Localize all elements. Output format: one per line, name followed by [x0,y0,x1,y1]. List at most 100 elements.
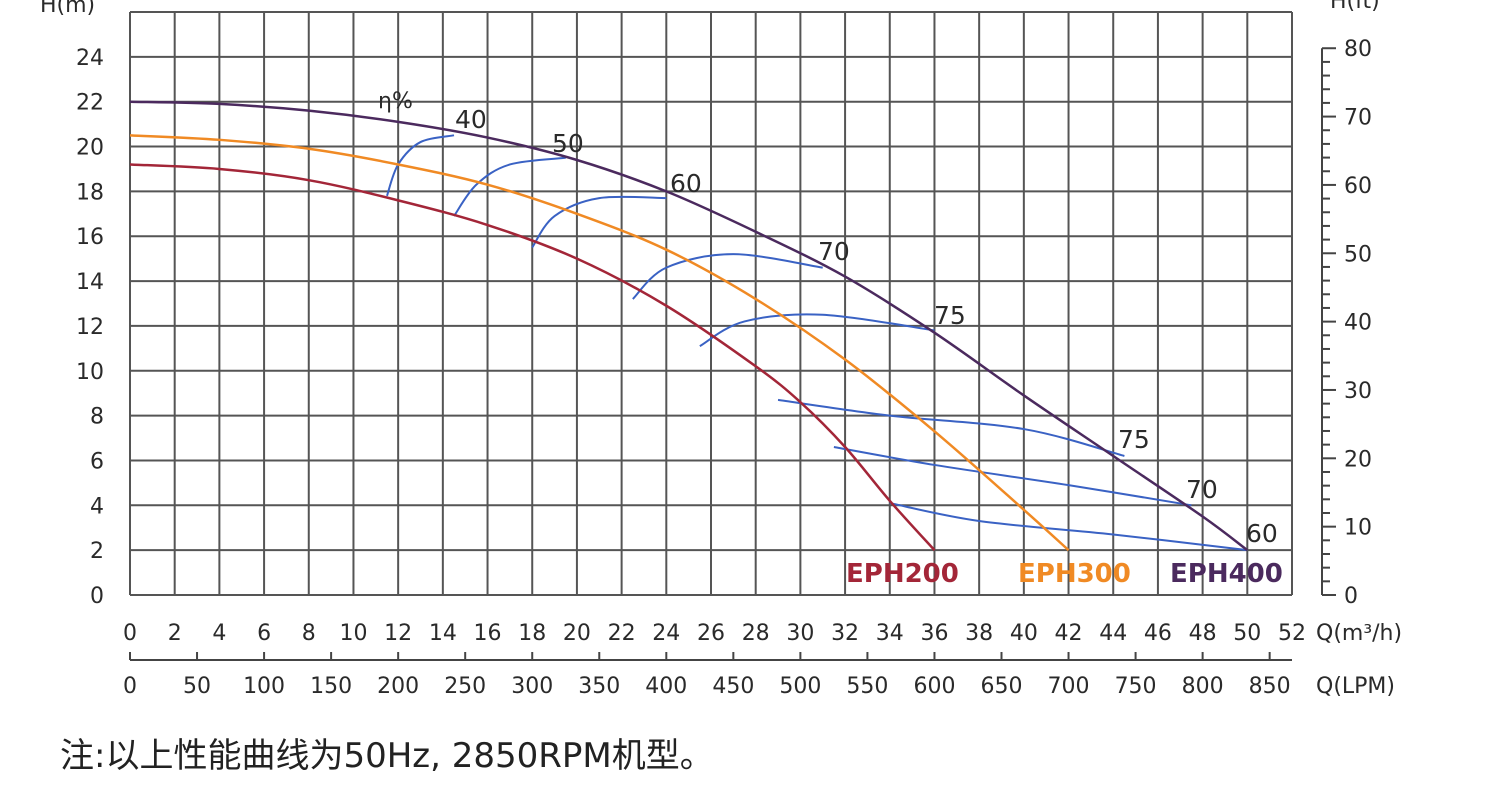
series-label-eph200: EPH200 [846,559,959,589]
series-label-eph300: EPH300 [1018,559,1131,589]
efficiency-label: 75 [1118,425,1150,454]
right-tick-label: 40 [1344,311,1372,336]
x-tick-label: 48 [1189,621,1217,646]
x-tick-label: 2 [168,621,182,646]
x-tick-label: 50 [1233,621,1261,646]
x-tick-label: 46 [1144,621,1172,646]
lpm-tick-label: 450 [712,674,754,699]
x-tick-label: 26 [697,621,725,646]
lpm-tick-label: 350 [578,674,620,699]
x-tick-label: 44 [1099,621,1127,646]
lpm-tick-label: 150 [310,674,352,699]
lpm-tick-label: 600 [913,674,955,699]
right-tick-label: 0 [1344,584,1358,609]
left-tick-label: 16 [76,225,104,250]
right-tick-label: 60 [1344,174,1372,199]
lpm-tick-label: 500 [779,674,821,699]
right-tick-label: 50 [1344,242,1372,267]
x-tick-label: 10 [339,621,367,646]
x-tick-label: 16 [474,621,502,646]
lpm-tick-label: 700 [1048,674,1090,699]
series-line-eph400 [129,100,1249,552]
left-tick-label: 4 [90,494,104,519]
x-tick-label: 52 [1278,621,1306,646]
x-tick-label: 32 [831,621,859,646]
pump-series [129,100,1249,552]
x-tick-label: 42 [1055,621,1083,646]
efficiency-label: 75 [934,301,966,330]
efficiency-curve [632,253,823,300]
lpm-tick-label: 250 [444,674,486,699]
lpm-tick-label: 550 [846,674,888,699]
left-tick-label: 18 [76,180,104,205]
x-tick-label: 8 [302,621,316,646]
lpm-tick-label: 400 [645,674,687,699]
right-axis: 0 10 20 30 40 50 60 70 80 H(ft) [1321,0,1380,609]
left-tick-label: 10 [76,360,104,385]
left-tick-label: 6 [90,449,104,474]
chart-labels: 40 50 60 70 75 75 70 60 η% EPH200 EPH300 EPH400 [378,89,1283,589]
efficiency-label: 60 [670,169,702,198]
x-tick-label: 24 [652,621,680,646]
efficiency-curve [777,398,1125,457]
x-tick-label: 6 [257,621,271,646]
left-tick-label: 2 [90,539,104,564]
x-tick-label: 28 [742,621,770,646]
efficiency-curve [833,446,1192,507]
lpm-tick-label: 750 [1115,674,1157,699]
efficiency-symbol: η% [378,89,413,114]
x-tick-label: 18 [518,621,546,646]
lpm-tick-label: 50 [183,674,211,699]
left-tick-label: 8 [90,405,104,430]
x-tick-label: 36 [920,621,948,646]
x-tick-label: 40 [1010,621,1038,646]
right-axis-title: H(ft) [1330,0,1380,14]
left-axis-title: H(m) [40,0,95,18]
series-label-eph400: EPH400 [1170,559,1283,589]
x-tick-label: 34 [876,621,904,646]
left-tick-label: 14 [76,270,104,295]
lpm-tick-label: 100 [243,674,285,699]
x-tick-label: 38 [965,621,993,646]
lpm-tick-label: 200 [377,674,419,699]
footnote: 注:以上性能曲线为50Hz, 2850RPM机型。 [60,736,714,776]
left-tick-label: 0 [90,584,104,609]
x-tick-label: 12 [384,621,412,646]
right-tick-label: 80 [1344,37,1372,62]
series-line-eph300 [129,134,1070,552]
efficiency-curve [531,195,667,249]
plot-grid [129,11,1293,596]
left-tick-label: 20 [76,136,104,161]
efficiency-curve [453,156,566,217]
x-axis-ticks: 0 2 4 6 8 10 12 14 16 18 20 22 24 26 28 30 32 34 36 38 40 42 4… [123,621,1402,646]
lpm-axis: 0 50 100 150 200 250 300 350 400 450 500 550 600 650 7… [123,652,1395,699]
left-tick-label: 12 [76,315,104,340]
left-tick-label: 22 [76,91,104,116]
lpm-tick-label: 650 [981,674,1023,699]
x-tick-label: 4 [212,621,226,646]
lpm-tick-label: 800 [1182,674,1224,699]
efficiency-label: 70 [1186,475,1218,504]
x-tick-label: 22 [608,621,636,646]
right-tick-label: 10 [1344,516,1372,541]
efficiency-curves [386,134,1248,552]
lpm-tick-label: 850 [1249,674,1291,699]
efficiency-label: 70 [818,237,850,266]
right-tick-label: 30 [1344,379,1372,404]
efficiency-label: 60 [1246,519,1278,548]
series-line-eph200 [129,163,936,551]
x-tick-label: 30 [786,621,814,646]
x-tick-label: 0 [123,621,137,646]
efficiency-curve [699,313,935,347]
right-tick-label: 70 [1344,106,1372,131]
efficiency-label: 40 [455,105,487,134]
x-tick-label: 20 [563,621,591,646]
lpm-tick-label: 0 [123,674,137,699]
lpm-tick-label: 300 [511,674,553,699]
x-tick-label: 14 [429,621,457,646]
right-tick-label: 20 [1344,447,1372,472]
efficiency-curve [889,502,1248,552]
efficiency-curve [386,134,455,197]
